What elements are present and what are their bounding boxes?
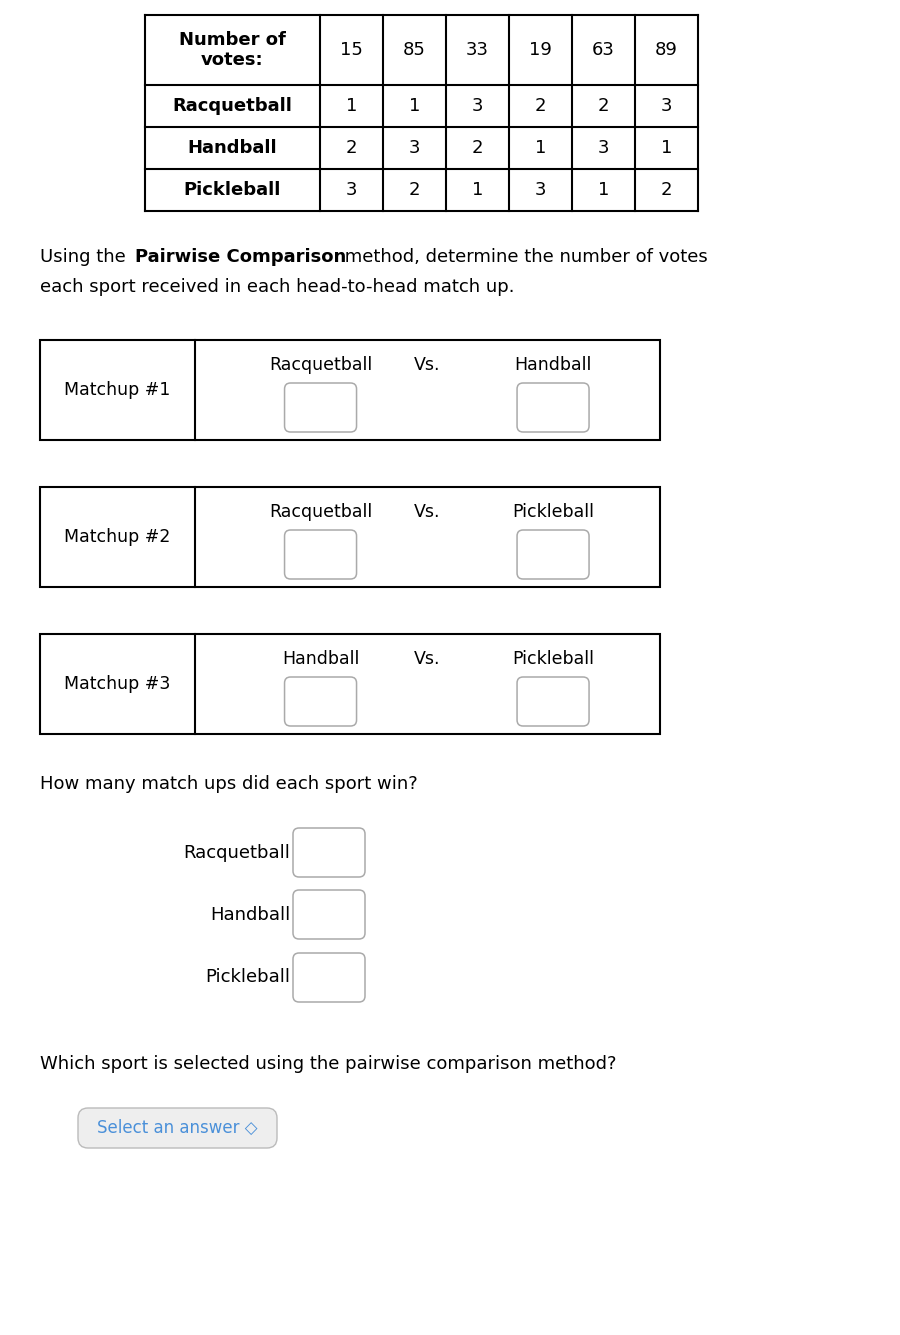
FancyBboxPatch shape — [517, 677, 589, 726]
Text: method, determine the number of votes: method, determine the number of votes — [338, 248, 707, 266]
Text: Handball: Handball — [515, 356, 591, 374]
FancyBboxPatch shape — [284, 677, 356, 726]
Text: Number of
votes:: Number of votes: — [179, 31, 286, 69]
Text: Using the: Using the — [40, 248, 131, 266]
Text: Racquetball: Racquetball — [173, 97, 292, 115]
Text: Which sport is selected using the pairwise comparison method?: Which sport is selected using the pairwi… — [40, 1055, 616, 1073]
Text: 2: 2 — [535, 97, 546, 115]
FancyBboxPatch shape — [293, 828, 365, 877]
Text: 1: 1 — [535, 139, 546, 158]
Bar — [40, 634, 660, 734]
Text: Racquetball: Racquetball — [269, 356, 373, 374]
Text: Pickleball: Pickleball — [184, 182, 281, 199]
Text: Handball: Handball — [210, 905, 290, 924]
Text: 2: 2 — [598, 97, 609, 115]
Text: Matchup #2: Matchup #2 — [64, 529, 171, 546]
Text: Pairwise Comparison: Pairwise Comparison — [135, 248, 346, 266]
Text: 3: 3 — [346, 182, 357, 199]
Text: 3: 3 — [598, 139, 609, 158]
FancyBboxPatch shape — [293, 953, 365, 1003]
FancyBboxPatch shape — [517, 383, 589, 433]
Text: How many match ups did each sport win?: How many match ups did each sport win? — [40, 776, 418, 793]
Text: 1: 1 — [472, 182, 483, 199]
Text: Vs.: Vs. — [414, 356, 441, 374]
Text: Matchup #3: Matchup #3 — [64, 676, 171, 693]
FancyBboxPatch shape — [78, 1108, 277, 1148]
Text: 3: 3 — [472, 97, 483, 115]
Text: 19: 19 — [529, 41, 552, 59]
Text: Pickleball: Pickleball — [205, 968, 290, 987]
Text: 2: 2 — [409, 182, 420, 199]
Text: 3: 3 — [661, 97, 672, 115]
Text: 89: 89 — [655, 41, 678, 59]
Text: each sport received in each head-to-head match up.: each sport received in each head-to-head… — [40, 278, 515, 296]
Text: 15: 15 — [340, 41, 363, 59]
Text: 2: 2 — [661, 182, 672, 199]
Text: Pickleball: Pickleball — [512, 650, 594, 668]
Text: 2: 2 — [346, 139, 357, 158]
Text: 1: 1 — [661, 139, 672, 158]
FancyBboxPatch shape — [284, 530, 356, 579]
Text: Racquetball: Racquetball — [183, 844, 290, 861]
Text: Handball: Handball — [282, 650, 359, 668]
FancyBboxPatch shape — [517, 530, 589, 579]
Text: Pickleball: Pickleball — [512, 503, 594, 521]
Text: Vs.: Vs. — [414, 650, 441, 668]
Text: 3: 3 — [409, 139, 420, 158]
Text: 33: 33 — [466, 41, 489, 59]
Text: 1: 1 — [346, 97, 357, 115]
Text: Select an answer ◇: Select an answer ◇ — [97, 1119, 257, 1137]
Text: Racquetball: Racquetball — [269, 503, 373, 521]
FancyBboxPatch shape — [293, 890, 365, 939]
Bar — [40, 487, 660, 587]
Text: 1: 1 — [598, 182, 609, 199]
Text: Handball: Handball — [188, 139, 277, 158]
Text: 85: 85 — [403, 41, 426, 59]
Text: 63: 63 — [592, 41, 615, 59]
Text: Vs.: Vs. — [414, 503, 441, 521]
Text: Matchup #1: Matchup #1 — [64, 380, 171, 399]
Bar — [40, 340, 660, 441]
Text: 3: 3 — [535, 182, 546, 199]
Text: 1: 1 — [409, 97, 420, 115]
Text: 2: 2 — [472, 139, 483, 158]
FancyBboxPatch shape — [284, 383, 356, 433]
